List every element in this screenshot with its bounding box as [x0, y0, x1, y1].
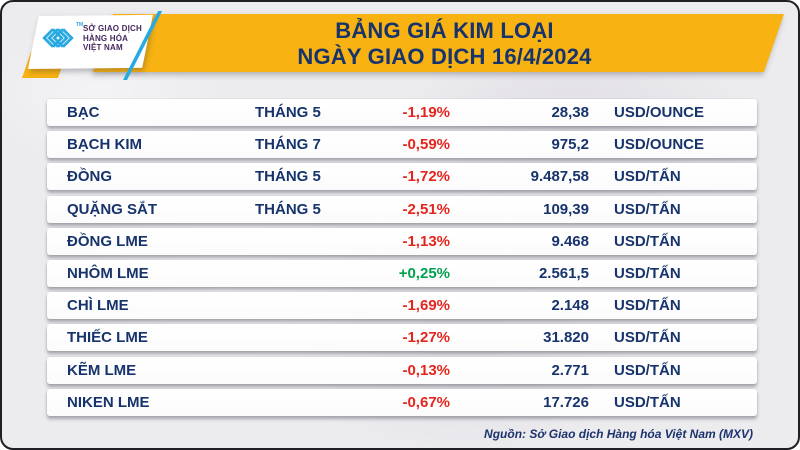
- price-value: 975,2: [551, 136, 589, 154]
- table-row: ĐỒNG THÁNG 5 -1,72% 9.487,58 USD/TẤN: [47, 163, 757, 191]
- price-value: 9.468: [551, 232, 589, 250]
- price-value: 2.561,5: [538, 264, 589, 282]
- price-value: 9.487,58: [530, 168, 589, 186]
- price-value: 109,39: [543, 200, 589, 218]
- change-percent: -0,59%: [402, 136, 450, 154]
- metal-name: QUẶNG SẮT: [67, 200, 157, 218]
- price-table: BẠC THÁNG 5 -1,19% 28,38 USD/OUNCE BẠCH …: [47, 99, 757, 421]
- contract-month: THÁNG 5: [255, 168, 321, 186]
- change-percent: -1,19%: [402, 104, 450, 121]
- contract-month: THÁNG 7: [255, 136, 321, 154]
- change-percent: +0,25%: [398, 264, 450, 282]
- table-row: BẠCH KIM THÁNG 7 -0,59% 975,2 USD/OUNCE: [47, 131, 757, 159]
- board-title: BẢNG GIÁ KIM LOẠI NGÀY GIAO DỊCH 16/4/20…: [122, 18, 767, 70]
- table-row: NHÔM LME +0,25% 2.561,5 USD/TẤN: [47, 259, 757, 287]
- price-unit: USD/TẤN: [614, 232, 681, 250]
- change-percent: -1,69%: [402, 297, 450, 315]
- source-note: Nguồn: Sở Giao dịch Hàng hóa Việt Nam (M…: [484, 427, 753, 441]
- title-line2: NGÀY GIAO DỊCH 16/4/2024: [297, 44, 592, 69]
- metal-name: NIKEN LME: [67, 393, 150, 411]
- change-percent: -1,13%: [402, 232, 450, 250]
- change-percent: -2,51%: [402, 200, 450, 218]
- price-unit: USD/TẤN: [614, 393, 681, 411]
- table-row: BẠC THÁNG 5 -1,19% 28,38 USD/OUNCE: [47, 99, 757, 126]
- change-percent: -0,67%: [402, 393, 450, 411]
- contract-month: THÁNG 5: [255, 200, 321, 218]
- price-unit: USD/TẤN: [614, 168, 681, 186]
- metal-name: BẠCH KIM: [67, 136, 142, 154]
- price-value: 28,38: [551, 104, 589, 121]
- metal-name: KẼM LME: [67, 361, 137, 379]
- price-unit: USD/TẤN: [614, 329, 681, 347]
- metal-name: CHÌ LME: [67, 297, 129, 315]
- price-unit: USD/OUNCE: [614, 136, 705, 154]
- change-percent: -1,27%: [402, 329, 450, 347]
- price-unit: USD/TẤN: [614, 297, 681, 315]
- price-unit: USD/TẤN: [614, 200, 681, 218]
- change-percent: -1,72%: [402, 168, 450, 186]
- change-percent: -0,13%: [402, 361, 450, 379]
- price-value: 31.820: [543, 329, 589, 347]
- table-row: NIKEN LME -0,67% 17.726 USD/TẤN: [47, 388, 757, 416]
- metal-name: ĐỒNG LME: [67, 232, 148, 250]
- metal-name: NHÔM LME: [67, 264, 149, 282]
- price-value: 17.726: [543, 393, 589, 411]
- title-line1: BẢNG GIÁ KIM LOẠI: [335, 18, 554, 43]
- price-unit: USD/TẤN: [614, 264, 681, 282]
- mxv-chevrons-icon: [42, 28, 74, 48]
- table-row: ĐỒNG LME -1,13% 9.468 USD/TẤN: [47, 227, 757, 255]
- table-row: CHÌ LME -1,69% 2.148 USD/TẤN: [47, 292, 757, 320]
- price-unit: USD/TẤN: [614, 361, 681, 379]
- price-value: 2.771: [551, 361, 589, 379]
- contract-month: THÁNG 5: [255, 104, 321, 121]
- price-unit: USD/OUNCE: [614, 104, 705, 121]
- table-row: QUẶNG SẮT THÁNG 5 -2,51% 109,39 USD/TẤN: [47, 195, 757, 223]
- table-row: THIẾC LME -1,27% 31.820 USD/TẤN: [47, 324, 757, 352]
- metal-name: BẠC: [67, 104, 100, 121]
- tm-superscript: TM: [76, 22, 84, 28]
- price-value: 2.148: [551, 297, 589, 315]
- table-row: KẼM LME -0,13% 2.771 USD/TẤN: [47, 356, 757, 384]
- metal-name: THIẾC LME: [67, 329, 148, 347]
- metal-name: ĐỒNG: [67, 168, 112, 186]
